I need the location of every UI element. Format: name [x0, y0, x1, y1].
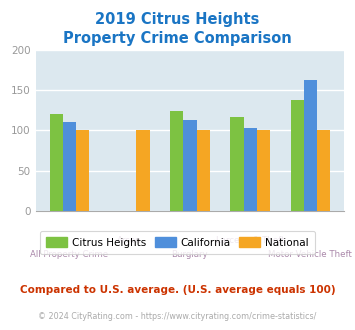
Text: 2019 Citrus Heights: 2019 Citrus Heights — [95, 12, 260, 26]
Text: © 2024 CityRating.com - https://www.cityrating.com/crime-statistics/: © 2024 CityRating.com - https://www.city… — [38, 312, 317, 321]
Text: Motor Vehicle Theft: Motor Vehicle Theft — [268, 250, 353, 259]
Bar — [63, 122, 76, 211]
Bar — [136, 130, 149, 211]
Bar — [183, 120, 197, 211]
Text: Property Crime Comparison: Property Crime Comparison — [63, 31, 292, 46]
Text: Arson: Arson — [118, 236, 142, 245]
Text: Burglary: Burglary — [171, 250, 208, 259]
Bar — [317, 130, 330, 211]
Bar — [170, 111, 183, 211]
Bar — [230, 116, 244, 211]
Bar — [197, 130, 210, 211]
Bar — [257, 130, 270, 211]
Bar — [290, 100, 304, 211]
Text: All Property Crime: All Property Crime — [31, 250, 109, 259]
Bar — [304, 80, 317, 211]
Legend: Citrus Heights, California, National: Citrus Heights, California, National — [40, 231, 315, 254]
Text: Compared to U.S. average. (U.S. average equals 100): Compared to U.S. average. (U.S. average … — [20, 285, 335, 295]
Bar — [76, 130, 89, 211]
Bar — [244, 128, 257, 211]
Bar — [50, 114, 63, 211]
Text: Larceny & Theft: Larceny & Theft — [216, 236, 284, 245]
